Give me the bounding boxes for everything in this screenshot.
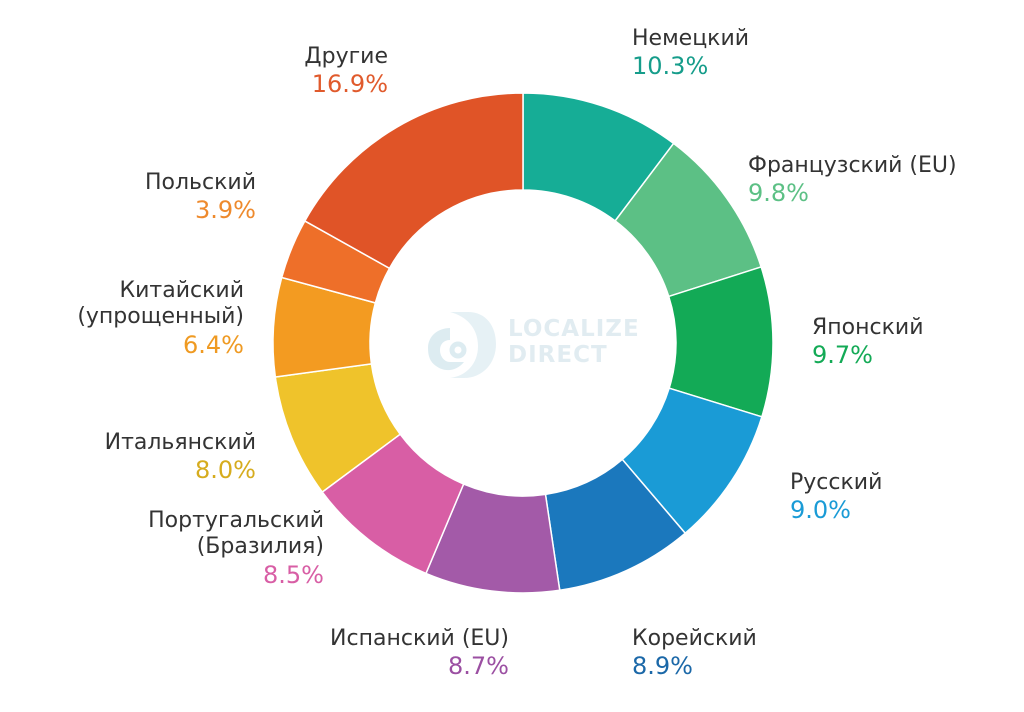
slice-label-name: Испанский (EU) (330, 626, 509, 651)
slice-label-name: Немецкий (632, 26, 750, 51)
watermark-logo: LOCALIZE DIRECT (420, 306, 650, 386)
slice-label-percent: 3.9% (195, 196, 256, 225)
slice-label-0: Немецкий 10.3% (632, 26, 749, 81)
slice-label-percent: 16.9% (311, 70, 388, 99)
slice-label-10: Другие 16.9% (304, 44, 388, 99)
slice-label-name: Другие (304, 44, 388, 69)
slice-label-4: Корейский 8.9% (632, 626, 757, 681)
slice-label-percent: 8.9% (632, 652, 693, 681)
slice-label-name: (Бразилия) (196, 534, 324, 560)
slice-label-3: Русский 9.0% (790, 470, 882, 525)
slice-label-name: Португальский (148, 508, 324, 533)
slice-label-percent: 10.3% (632, 52, 709, 81)
slice-label-6: Португальский (Бразилия) 8.5% (148, 508, 324, 590)
slice-label-5: Испанский (EU) 8.7% (330, 626, 509, 681)
slice-label-percent: 6.4% (183, 330, 244, 359)
slice-label-name: Японский (812, 315, 924, 340)
slice-label-name: Итальянский (104, 430, 256, 455)
slice-label-2: Японский 9.7% (812, 315, 924, 370)
slice-label-8: Китайский (упрощенный) 6.4% (77, 278, 244, 360)
slice-label-name: Русский (790, 470, 883, 495)
slice-label-name: Французский (EU) (748, 153, 957, 178)
slice-label-percent: 8.7% (448, 652, 509, 681)
slice-label-percent: 9.0% (790, 496, 851, 525)
slice-label-percent: 8.0% (195, 456, 256, 485)
slice-label-name: Китайский (119, 278, 245, 303)
localize-direct-logo-icon (428, 312, 496, 378)
watermark-line2: DIRECT (508, 342, 608, 369)
slice-label-name: (упрощенный) (77, 304, 244, 330)
slice-label-1: Французский (EU) 9.8% (748, 153, 957, 208)
watermark-line1: LOCALIZE (508, 316, 640, 342)
slice-label-name: Польский (144, 170, 256, 195)
donut-slice-10 (303, 92, 524, 270)
slice-label-name: Корейский (632, 626, 757, 651)
slice-label-percent: 9.7% (812, 341, 873, 370)
slice-label-percent: 9.8% (748, 179, 809, 208)
slice-label-7: Итальянский 8.0% (105, 430, 256, 485)
slice-label-percent: 8.5% (263, 560, 324, 589)
slice-label-9: Польский 3.9% (145, 170, 256, 225)
